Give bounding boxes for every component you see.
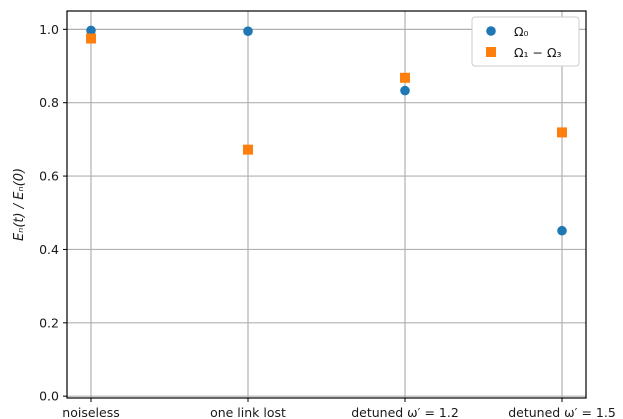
legend-marker-omega1-3: [486, 47, 496, 57]
data-point-omega1-3: [557, 127, 567, 138]
data-point-omega1-3: [243, 144, 253, 155]
data-point-omega0: [243, 26, 253, 36]
data-point-omega1-3: [400, 72, 410, 83]
legend-label-omega1-3: Ω₁ − Ω₃: [514, 45, 562, 60]
x-tick-label: noiseless: [62, 405, 119, 419]
x-tick-label: one link lost: [210, 405, 286, 419]
data-point-omega1-3: [86, 33, 96, 44]
legend-box: [471, 16, 580, 67]
data-points: [86, 25, 567, 236]
data-point-omega0: [557, 225, 567, 236]
plot-frame: [66, 10, 587, 399]
legend-marker-omega0: [486, 26, 496, 36]
data-point-omega0: [400, 85, 410, 96]
y-tick-label: 0.4: [39, 242, 59, 257]
y-tick-label: 0.0: [39, 389, 59, 404]
x-tick-label: detuned ω′ = 1.5: [508, 405, 616, 419]
y-tick-label: 0.6: [39, 169, 59, 184]
axis-ticks: 0.0 0.2 0.4 0.6 0.8 1.0 noiseless one link lost…: [39, 22, 616, 419]
grid: [67, 11, 586, 398]
x-tick-label: detuned ω′ = 1.2: [351, 405, 459, 419]
legend-label-omega0: Ω₀: [514, 24, 529, 39]
data-point-omega0: [86, 25, 96, 36]
y-tick-label: 0.2: [39, 315, 59, 330]
legend: Ω₀ Ω₁ − Ω₃: [471, 16, 580, 67]
y-tick-label: 1.0: [39, 22, 59, 37]
y-tick-label: 0.8: [39, 95, 59, 110]
y-axis-label: Eₙ(t) / Eₙ(0): [12, 168, 27, 241]
